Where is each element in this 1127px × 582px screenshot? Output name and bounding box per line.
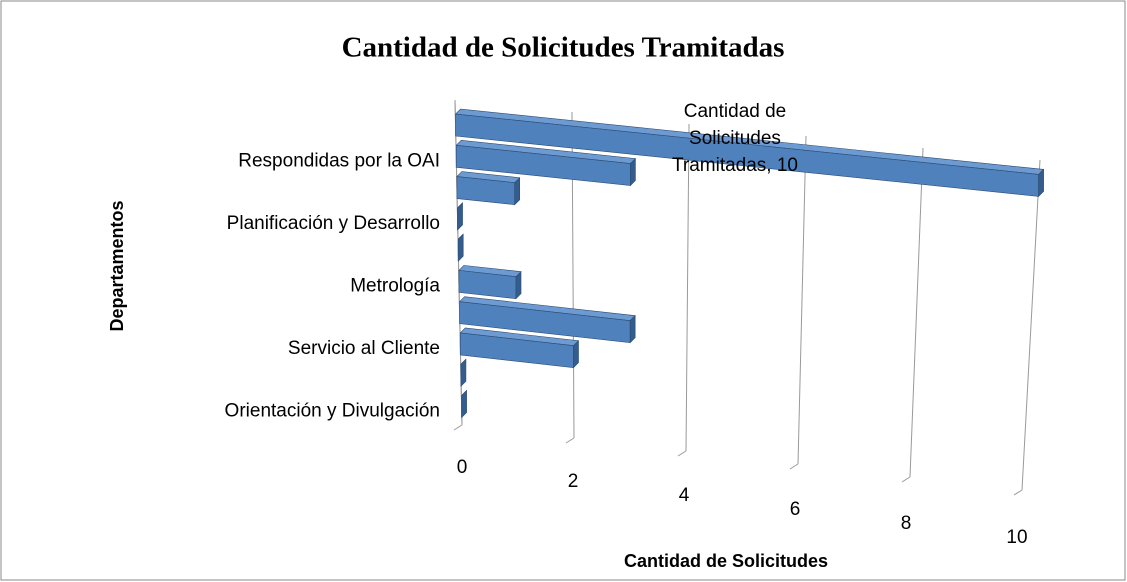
bar-end: [515, 270, 522, 300]
bar-end: [461, 389, 467, 419]
grid-line: [797, 135, 807, 465]
grid-line: [909, 147, 924, 478]
grid-line: [1021, 159, 1041, 491]
x-tick-label: 2: [568, 471, 579, 492]
tick-mark: [1013, 489, 1023, 496]
x-tick-label: 0: [457, 457, 468, 478]
y-tick-label: Servicio al Cliente: [288, 338, 440, 359]
tick-mark: [901, 476, 911, 483]
bar-end: [457, 202, 463, 231]
data-label: Cantidad de Solicitudes Tramitadas, 10: [671, 101, 798, 176]
bar-end: [1038, 168, 1044, 198]
bar: [461, 389, 467, 419]
tick-mark: [677, 450, 687, 457]
bar-end: [573, 339, 579, 369]
bar: [458, 296, 636, 344]
tick-mark: [565, 437, 575, 444]
bar-end: [630, 157, 636, 187]
tick-mark: [789, 463, 799, 470]
bar: [455, 139, 637, 187]
bar-end: [457, 233, 464, 262]
bar-end: [514, 176, 521, 206]
y-tick-label: Metrología: [350, 275, 440, 296]
bar-end: [629, 314, 636, 344]
bar: [457, 233, 464, 262]
x-tick-label: 10: [1006, 527, 1027, 548]
bar-end: [460, 358, 467, 387]
x-tick-label: 4: [679, 485, 690, 506]
y-tick-label: Respondidas por la OAI: [238, 150, 440, 171]
tick-mark: [453, 424, 463, 431]
bar: [458, 265, 522, 300]
bar: [454, 108, 1045, 198]
y-tick-label: Orientación y Divulgación: [225, 400, 440, 421]
bar: [456, 171, 521, 206]
y-axis-title: Departamentos: [107, 200, 127, 331]
x-axis-title: Cantidad de Solicitudes: [624, 551, 828, 571]
x-tick-label: 8: [901, 513, 912, 534]
grid-line: [685, 123, 690, 452]
bar: [457, 202, 463, 231]
bar: [460, 358, 467, 387]
bar: [459, 327, 580, 369]
y-tick-label: Planificación y Desarrollo: [227, 213, 440, 234]
x-tick-label: 6: [790, 499, 801, 520]
chart-title: Cantidad de Solicitudes Tramitadas: [342, 32, 785, 64]
